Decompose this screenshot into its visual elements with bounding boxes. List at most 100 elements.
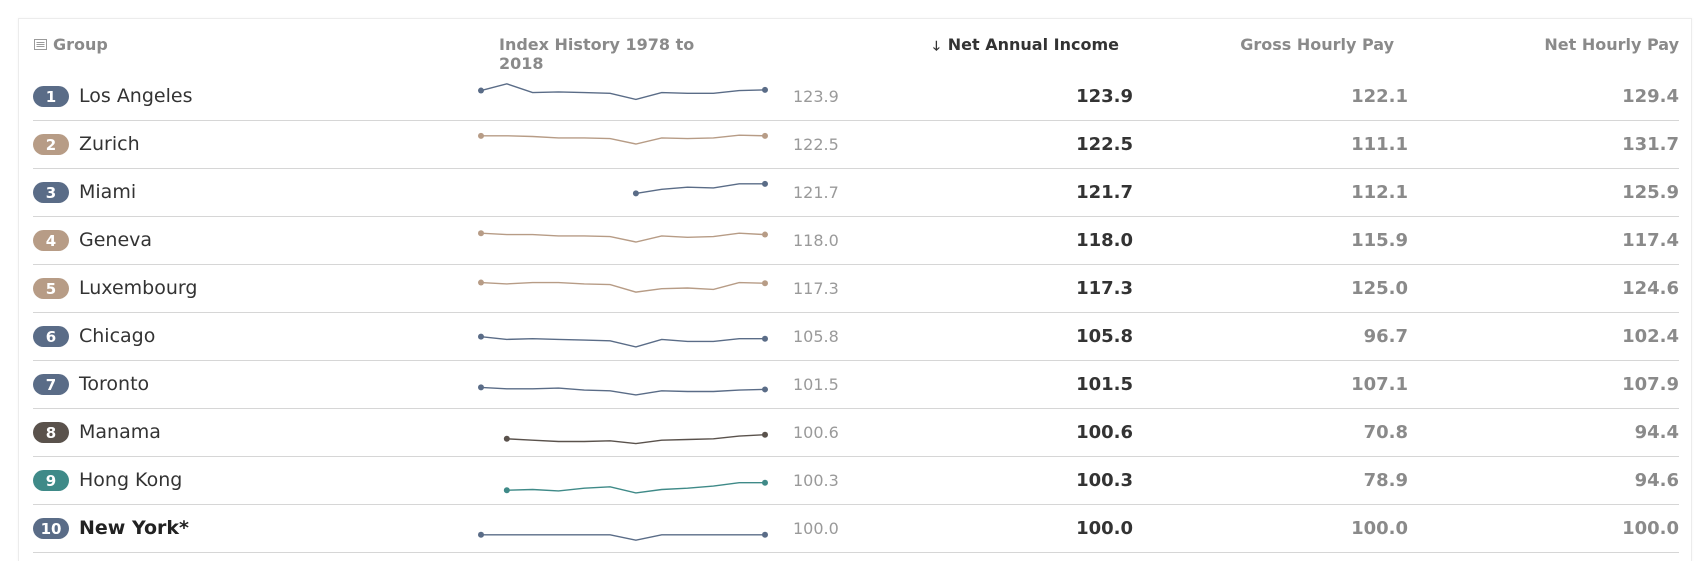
sparkline: [632, 180, 768, 197]
rank-badge: 3: [33, 182, 69, 203]
net-annual-income-value: 100.6: [1076, 422, 1133, 443]
table-row[interactable]: 9 Hong Kong 100.3 100.3 78.9 94.6: [33, 457, 1679, 505]
gross-hourly-pay-value: 100.0: [1351, 518, 1408, 539]
city-name: Geneva: [79, 229, 153, 251]
sparkline: [478, 132, 768, 145]
column-header-gross-hourly-pay[interactable]: Gross Hourly Pay: [1240, 35, 1394, 54]
sparkline-series: [480, 83, 766, 101]
sparkline-start-point: [478, 230, 484, 237]
rank-badge: 4: [33, 230, 69, 251]
index-value: 121.7: [793, 183, 839, 202]
city-name: Luxembourg: [79, 277, 198, 299]
net-hourly-pay-value: 107.9: [1622, 374, 1679, 395]
gross-hourly-pay-value: 107.1: [1351, 374, 1408, 395]
net-hourly-pay-value: 94.6: [1634, 470, 1679, 491]
column-header-net-hourly-pay[interactable]: Net Hourly Pay: [1544, 35, 1679, 54]
sparkline-end-point: [762, 86, 768, 93]
net-annual-income-value: 123.9: [1076, 86, 1133, 107]
table-row[interactable]: 5 Luxembourg 117.3 117.3 125.0 124.6: [33, 265, 1679, 313]
sparkline: [478, 384, 768, 396]
sparkline-series: [506, 482, 765, 494]
gross-hourly-pay-value: 115.9: [1351, 230, 1408, 251]
table-body: 1 Los Angeles 123.9 123.9 122.1 129.4 2 Zurich 1…: [33, 73, 1679, 553]
sparkline-series: [480, 336, 765, 348]
index-value: 100.0: [793, 519, 839, 538]
sparkline-start-point: [478, 279, 484, 286]
sparkline-series: [635, 183, 765, 195]
sparkline-series: [481, 534, 765, 541]
sparkline-end-point: [762, 531, 768, 538]
column-header-index-history[interactable]: Index History 1978 to 2018: [499, 35, 695, 73]
index-value: 100.3: [793, 471, 839, 490]
sparkline-end-point: [762, 280, 768, 287]
net-annual-income-value: 105.8: [1076, 326, 1133, 347]
sparkline-series: [506, 434, 766, 445]
rank-badge: 7: [33, 374, 69, 395]
sparkline-start-point: [632, 190, 639, 197]
arrow-down-icon: 🡓: [933, 39, 940, 54]
table-row[interactable]: 8 Manama 100.6 100.6 70.8 94.4: [33, 409, 1679, 457]
sparkline-start-point: [478, 333, 484, 340]
sparkline-series: [480, 386, 766, 396]
net-hourly-pay-value: 131.7: [1622, 134, 1679, 155]
gross-hourly-pay-value: 125.0: [1351, 278, 1408, 299]
index-value: 118.0: [793, 231, 839, 250]
rank-badge: 2: [33, 134, 69, 155]
city-name: Chicago: [79, 325, 156, 347]
sparkline-start-point: [478, 132, 484, 139]
sparkline: [503, 479, 768, 494]
index-value: 122.5: [793, 135, 839, 154]
ranking-table: Group Index History 1978 to 2018 🡓 Net An…: [18, 18, 1692, 561]
table-row[interactable]: 7 Toronto 101.5 101.5 107.1 107.9: [33, 361, 1679, 409]
column-header-group-label: Group: [53, 35, 108, 54]
rank-badge: 6: [33, 326, 69, 347]
rank-badge: 9: [33, 470, 69, 491]
net-hourly-pay-value: 129.4: [1622, 86, 1679, 107]
column-header-net-annual-income[interactable]: 🡓 Net Annual Income: [879, 35, 1119, 59]
gross-hourly-pay-value: 70.8: [1363, 422, 1408, 443]
net-annual-income-value: 121.7: [1076, 182, 1133, 203]
column-header-group[interactable]: Group: [34, 35, 108, 54]
table-row[interactable]: 3 Miami 121.7 121.7 112.1 125.9: [33, 169, 1679, 217]
list-icon: [34, 39, 47, 50]
sparkline-end-point: [762, 431, 768, 438]
net-hourly-pay-value: 100.0: [1622, 518, 1679, 539]
sparkline: [503, 431, 768, 445]
city-name: Zurich: [79, 133, 140, 155]
table-row[interactable]: 4 Geneva 118.0 118.0 115.9 117.4: [33, 217, 1679, 265]
index-value: 100.6: [793, 423, 839, 442]
sparkline-end-point: [762, 386, 768, 393]
net-annual-income-value: 100.0: [1076, 518, 1133, 539]
rank-badge: 8: [33, 422, 69, 443]
rank-badge: 1: [33, 86, 69, 107]
rank-badge: 10: [33, 518, 69, 539]
sparkline-end-point: [762, 132, 768, 139]
column-header-net-annual-label: Net Annual Income: [947, 35, 1119, 54]
sparkline: [478, 83, 768, 101]
sparkline: [478, 531, 768, 541]
gross-hourly-pay-value: 122.1: [1351, 86, 1408, 107]
sparkline: [478, 279, 768, 293]
net-hourly-pay-value: 102.4: [1622, 326, 1679, 347]
table-row[interactable]: 6 Chicago 105.8 105.8 96.7 102.4: [33, 313, 1679, 361]
sparkline-end-point: [762, 479, 768, 486]
sparkline-series: [480, 281, 766, 293]
gross-hourly-pay-value: 112.1: [1351, 182, 1408, 203]
table-row[interactable]: 10 New York* 100.0 100.0 100.0 100.0: [33, 505, 1679, 553]
sparkline-start-point: [478, 384, 484, 391]
table-row[interactable]: 2 Zurich 122.5 122.5 111.1 131.7: [33, 121, 1679, 169]
sparkline: [478, 230, 768, 243]
gross-hourly-pay-value: 96.7: [1363, 326, 1408, 347]
net-annual-income-value: 122.5: [1076, 134, 1133, 155]
net-hourly-pay-value: 124.6: [1622, 278, 1679, 299]
table-header: Group Index History 1978 to 2018 🡓 Net An…: [19, 19, 1691, 73]
index-value: 101.5: [793, 375, 839, 394]
index-value: 117.3: [793, 279, 839, 298]
sparkline-end-point: [762, 335, 768, 342]
sparkline-start-point: [503, 435, 510, 442]
table-row[interactable]: 1 Los Angeles 123.9 123.9 122.1 129.4: [33, 73, 1679, 121]
net-annual-income-value: 101.5: [1076, 374, 1133, 395]
sparkline-end-point: [762, 231, 768, 238]
city-name: Hong Kong: [79, 469, 183, 491]
net-hourly-pay-value: 117.4: [1622, 230, 1679, 251]
